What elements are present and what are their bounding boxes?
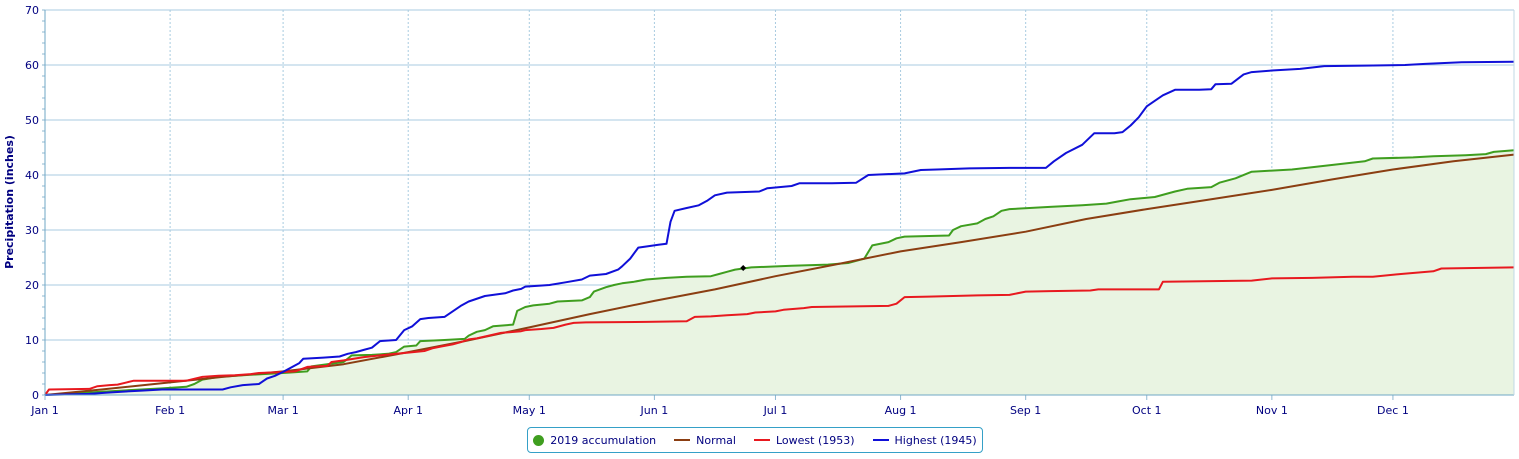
- x-tick-label: Nov 1: [1256, 404, 1288, 417]
- legend-swatch-2019: [533, 434, 545, 446]
- x-tick-label: Aug 1: [885, 404, 917, 417]
- y-axis-title: Precipitation (inches): [3, 135, 16, 269]
- legend-swatch-normal: [674, 439, 691, 441]
- series-line-2019-accumulation: [44, 149, 1515, 396]
- x-tick-label: Mar 1: [267, 404, 298, 417]
- x-tick-label: Apr 1: [393, 404, 423, 417]
- series-line-lowest-1953: [44, 266, 1515, 396]
- series-line-highest-1945: [44, 60, 1515, 396]
- legend-label-normal: Normal: [696, 433, 736, 447]
- legend-item-normal[interactable]: Normal: [674, 434, 736, 447]
- x-tick-label: Jun 1: [640, 404, 669, 417]
- chart-axes: [42, 9, 1515, 400]
- legend-label-lowest: Lowest (1953): [775, 433, 855, 447]
- chart-legend: 2019 accumulation Normal Lowest (1953) H…: [527, 427, 983, 453]
- y-tick-label: 60: [25, 59, 39, 72]
- y-tick-label: 10: [25, 334, 39, 347]
- y-tick-label: 40: [25, 169, 39, 182]
- y-tick-label: 50: [25, 114, 39, 127]
- y-tick-label: 20: [25, 279, 39, 292]
- legend-swatch-highest: [872, 439, 889, 441]
- y-tick-label: 0: [32, 389, 39, 402]
- x-tick-label: Sep 1: [1010, 404, 1041, 417]
- series-marker-2019-accumulation: [740, 264, 747, 271]
- x-tick-label: Jul 1: [763, 404, 788, 417]
- legend-item-lowest[interactable]: Lowest (1953): [753, 433, 855, 447]
- y-tick-label: 30: [25, 224, 39, 237]
- legend-label-highest: Highest (1945): [894, 433, 977, 447]
- legend-label-2019: 2019 accumulation: [550, 433, 657, 447]
- x-tick-label: May 1: [513, 404, 546, 417]
- chart-series-group: [44, 60, 1515, 396]
- legend-item-highest[interactable]: Highest (1945): [872, 433, 977, 447]
- y-tick-label: 70: [25, 4, 39, 17]
- x-tick-label: Jan 1: [30, 404, 58, 417]
- legend-item-2019[interactable]: 2019 accumulation: [533, 434, 656, 447]
- chart-area-fill: [45, 150, 1514, 395]
- legend-swatch-lowest: [753, 439, 770, 441]
- x-tick-label: Feb 1: [155, 404, 185, 417]
- x-tick-label: Oct 1: [1132, 404, 1162, 417]
- x-tick-label: Dec 1: [1377, 404, 1409, 417]
- series-area-2019-accumulation: [45, 150, 1514, 395]
- chart-tick-labels: 0 10 20 30 40 50 60 70 Jan 1 Feb 1 Mar 1 Apr 1 May 1…: [25, 4, 1409, 417]
